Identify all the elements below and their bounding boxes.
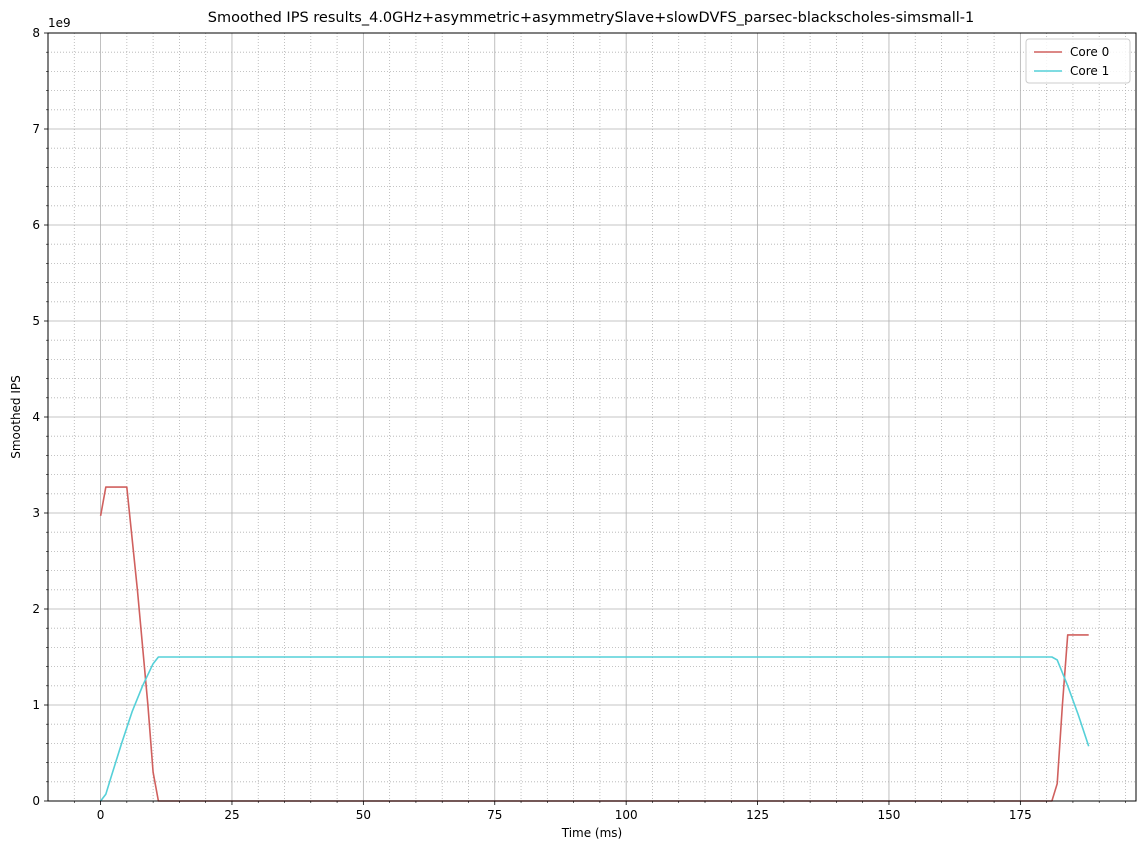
x-tick-label: 175: [1009, 808, 1032, 822]
x-tick-label: 100: [615, 808, 638, 822]
legend-label-core-0: Core 0: [1070, 45, 1109, 59]
y-tick-label: 4: [32, 410, 40, 424]
series-layer: [99, 486, 1090, 802]
y-axis-label: Smoothed IPS: [9, 375, 23, 459]
y-tick-label: 1: [32, 698, 40, 712]
x-tick-label: 125: [746, 808, 769, 822]
y-tick-label: 6: [32, 218, 40, 232]
y-tick-label: 0: [32, 794, 40, 808]
y-tick-label: 2: [32, 602, 40, 616]
x-axis-label: Time (ms): [561, 826, 623, 840]
legend-label-core-1: Core 1: [1070, 64, 1109, 78]
x-tick-label: 0: [97, 808, 105, 822]
y-tick-label: 5: [32, 314, 40, 328]
y-tick-label: 3: [32, 506, 40, 520]
x-tick-label: 75: [487, 808, 502, 822]
legend: Core 0 Core 1: [1025, 38, 1131, 84]
grid: [48, 32, 1136, 802]
series-line-core-0: [99, 486, 1089, 802]
y-tick-label: 8: [32, 26, 40, 40]
y-offset-label: 1e9: [48, 16, 71, 30]
chart-title: Smoothed IPS results_4.0GHz+asymmetric+a…: [208, 10, 975, 26]
x-tick-label: 150: [878, 808, 901, 822]
legend-box: [1025, 38, 1131, 84]
y-tick-label: 7: [32, 122, 40, 136]
x-tick-label: 50: [356, 808, 371, 822]
series-line-core-1: [99, 656, 1090, 802]
x-tick-label: 25: [224, 808, 239, 822]
axes: 0 25 50 75 100 125 150 175 0 1 2 3 4 5 6 7 8: [32, 26, 1126, 822]
